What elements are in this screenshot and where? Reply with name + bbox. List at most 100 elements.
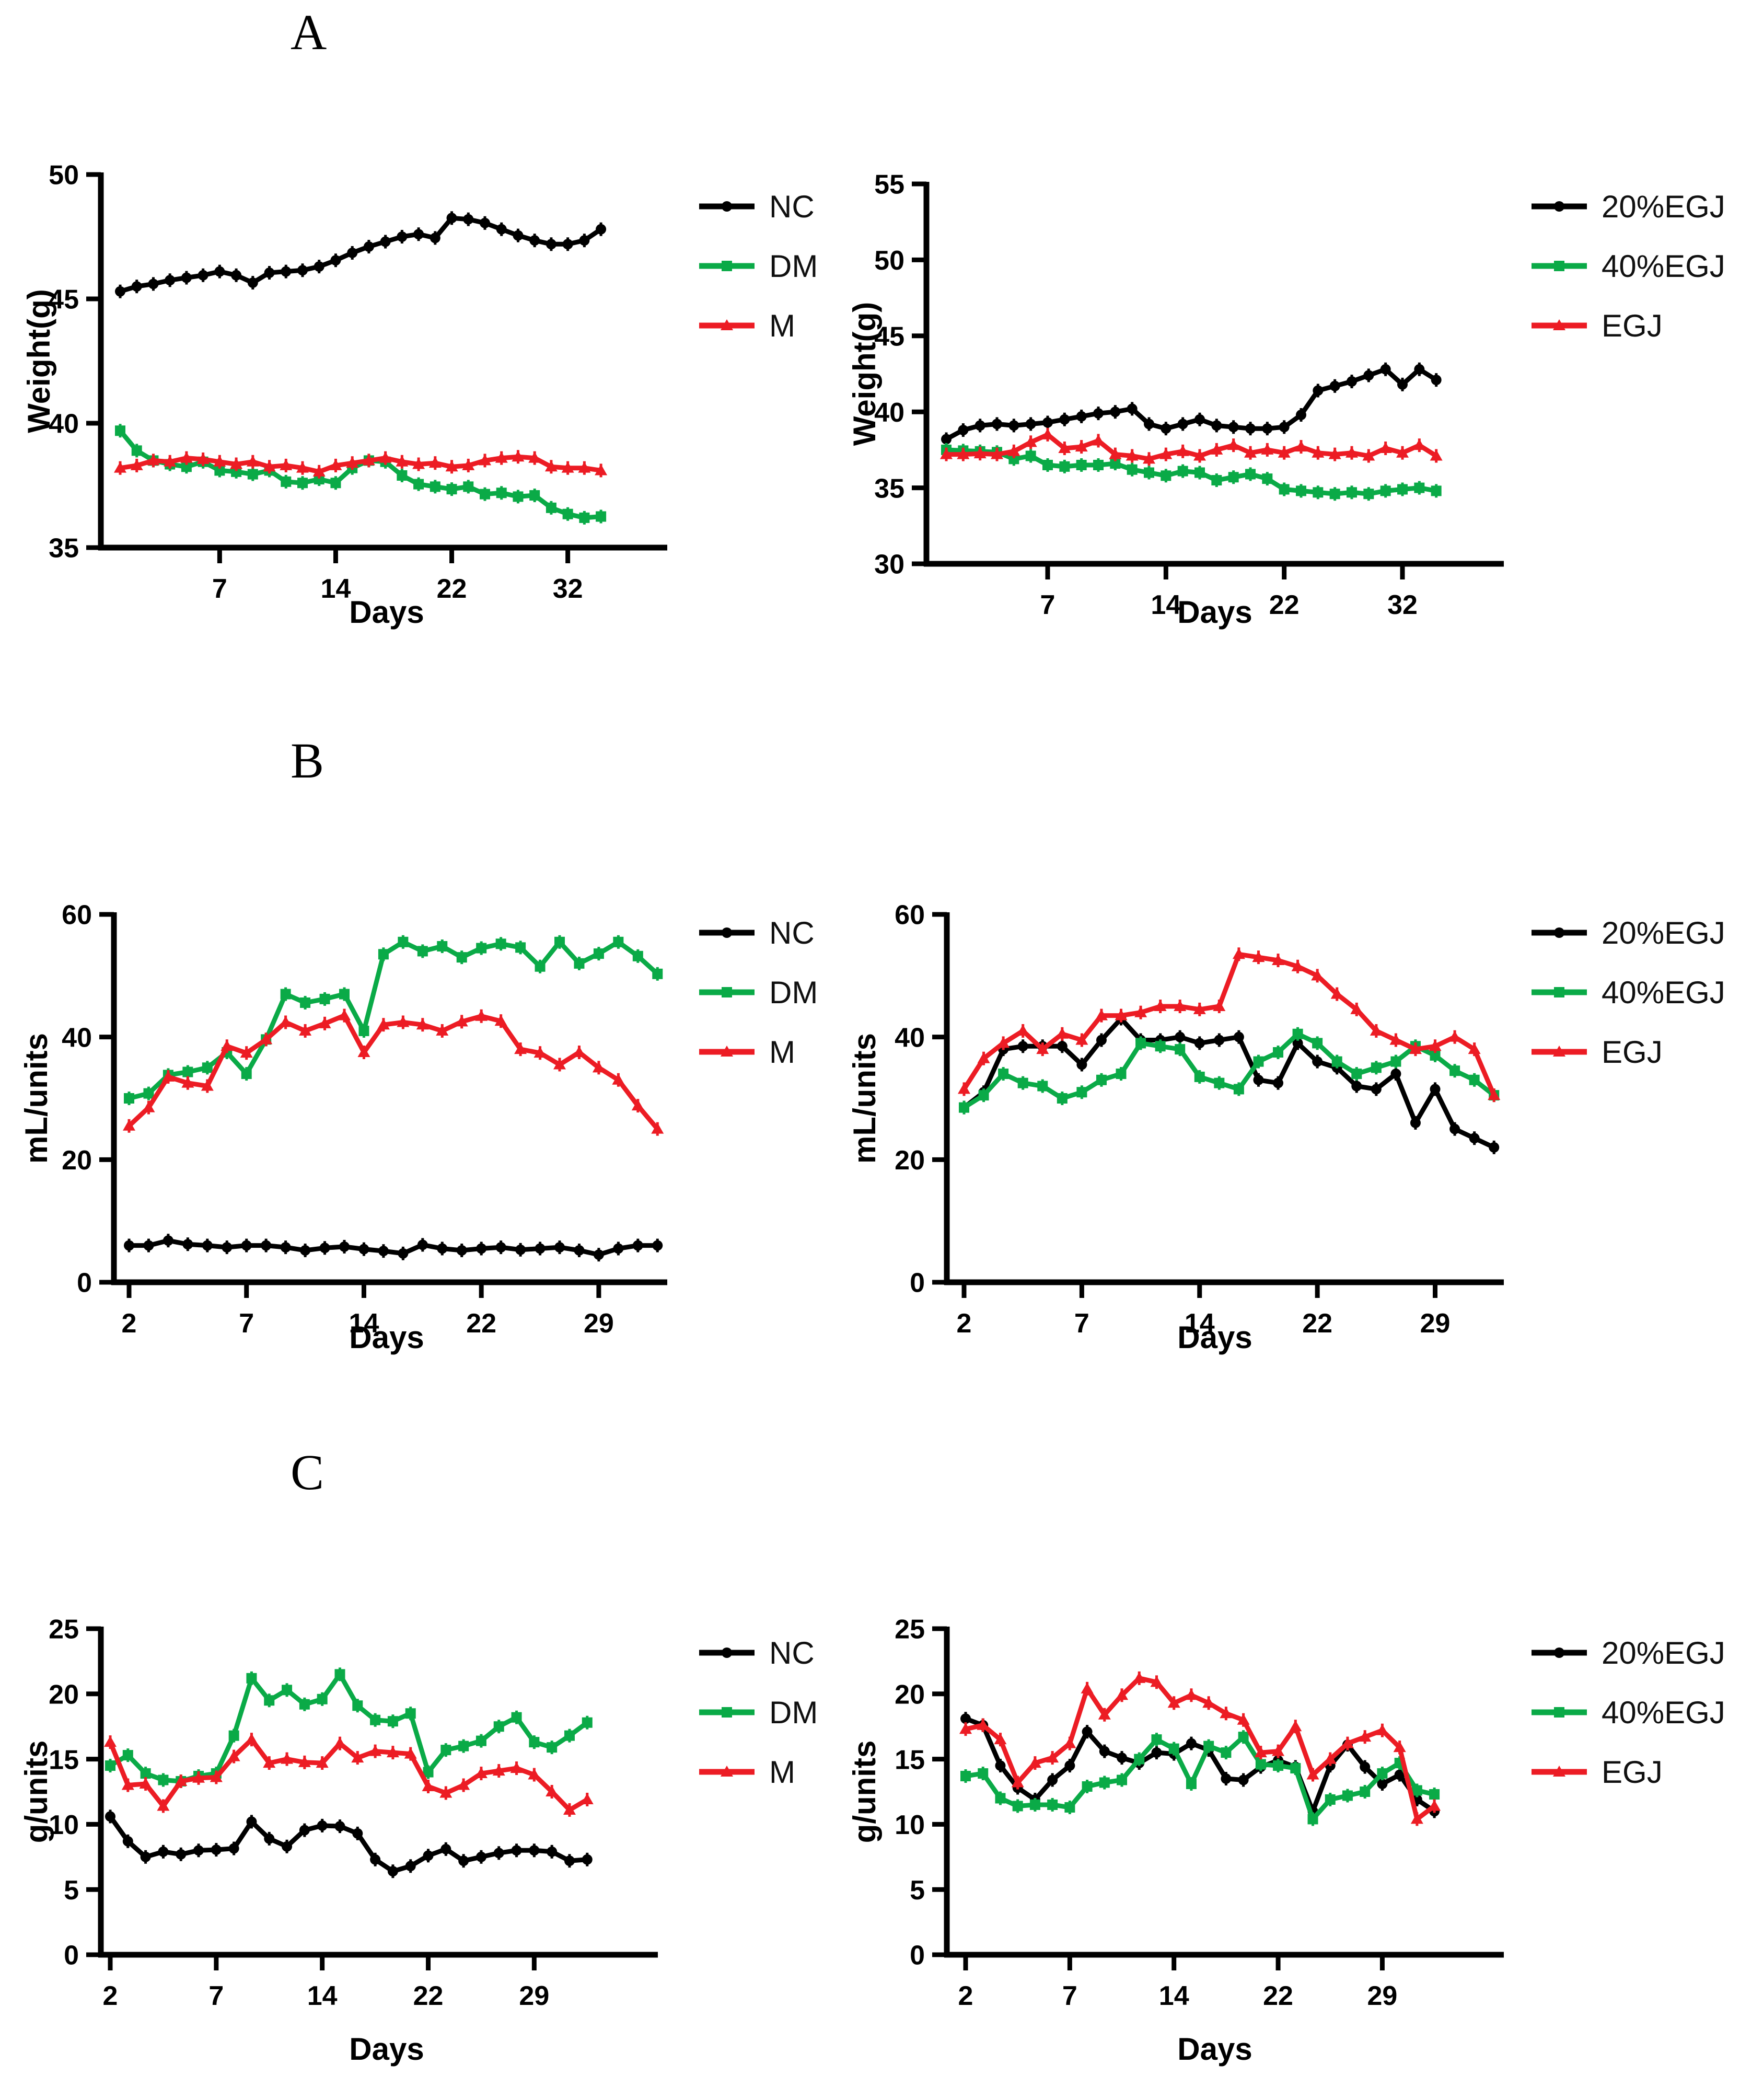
legend-item-dm: DM [698,1690,818,1735]
svg-text:Days: Days [349,595,424,630]
legend-label: 20%EGJ [1602,915,1725,950]
chart-svg: 0 5 10 15 20 25 2 7 14 22 29 Days g/units [19,1615,658,2067]
svg-text:5: 5 [910,1875,925,1906]
series-20%EGJ [941,362,1442,446]
svg-text:Days: Days [1177,2032,1252,2067]
legend-panel-b-right: 20%EGJ 40%EGJ EGJ [1530,910,1725,1089]
panel-label-c: C [291,1444,324,1500]
svg-text:22: 22 [437,574,467,604]
egj20-line-icon [1530,922,1588,943]
svg-text:mL/units: mL/units [19,1033,54,1164]
legend-item-egj: EGJ [1530,1749,1725,1794]
legend-item-m: M [698,1029,818,1074]
svg-text:0: 0 [64,1941,79,1971]
svg-text:25: 25 [895,1615,925,1645]
series-DM [105,1667,593,1789]
svg-text:Days: Days [1177,595,1252,630]
dm-line-icon [698,1702,756,1723]
legend-label: EGJ [1602,1034,1663,1070]
series-EGJ [940,427,1443,466]
svg-text:14: 14 [349,1308,379,1339]
svg-text:0: 0 [910,1268,925,1298]
svg-text:45: 45 [49,285,79,315]
egj-line-icon [1530,315,1588,336]
svg-text:40: 40 [62,1023,92,1053]
panel-label-a: A [291,4,327,60]
svg-text:20: 20 [895,1680,925,1710]
legend-item-40egj: 40%EGJ [1530,243,1725,288]
series-M [114,450,608,479]
svg-text:14: 14 [307,1981,338,2011]
svg-text:50: 50 [49,160,79,191]
legend-label: M [769,308,795,343]
egj40-line-icon [1530,256,1588,276]
legend-panel-a-right: 20%EGJ 40%EGJ EGJ [1530,184,1725,363]
svg-text:15: 15 [895,1745,925,1775]
svg-text:60: 60 [62,900,92,931]
egj-line-icon [1530,1041,1588,1062]
svg-text:0: 0 [77,1268,92,1298]
dm-line-icon [698,256,756,276]
svg-text:40: 40 [895,1023,925,1053]
egj40-line-icon [1530,1702,1588,1723]
svg-text:14: 14 [1185,1308,1215,1339]
svg-text:5: 5 [64,1875,79,1906]
svg-text:0: 0 [910,1941,925,1971]
nc-line-icon [698,196,756,217]
svg-text:45: 45 [874,322,904,352]
svg-text:40: 40 [49,409,79,439]
svg-text:14: 14 [1159,1981,1189,2011]
svg-text:Weight(g): Weight(g) [21,289,56,433]
legend-label: 20%EGJ [1602,1635,1725,1670]
svg-text:14: 14 [1151,590,1181,620]
series-DM [124,935,663,1105]
svg-text:25: 25 [49,1615,79,1645]
series-EGJ [958,947,1501,1103]
series-M [123,1008,664,1136]
svg-text:29: 29 [1367,1981,1397,2011]
legend-item-dm: DM [698,970,818,1015]
legend-item-nc: NC [698,1630,818,1675]
legend-item-20egj: 20%EGJ [1530,184,1725,229]
chart-ml-units-nc-dm-m: 0 20 40 60 2 7 14 22 29 Days mL/units [0,862,846,1387]
legend-item-dm: DM [698,243,818,288]
svg-text:29: 29 [519,1981,549,2011]
legend-panel-b-left: NC DM M [698,910,818,1089]
nc-line-icon [698,1642,756,1663]
svg-text:7: 7 [208,1981,224,2011]
svg-text:60: 60 [895,900,925,931]
series-M [104,1733,594,1817]
legend-label: EGJ [1602,1754,1663,1790]
svg-text:g/units: g/units [847,1741,882,1843]
svg-text:35: 35 [874,473,904,504]
svg-text:29: 29 [1420,1308,1451,1339]
legend-label: DM [769,1695,818,1730]
svg-text:22: 22 [413,1981,444,2011]
series-40%EGJ [941,443,1442,501]
legend-item-nc: NC [698,910,818,955]
svg-text:7: 7 [239,1308,254,1339]
svg-text:22: 22 [1263,1981,1293,2011]
chart-svg: 0 20 40 60 2 7 14 22 29 Days mL/units [847,900,1504,1355]
chart-weight-nc-dm-m: 35 40 45 50 7 14 22 32 Days Weight(g) [0,120,846,682]
svg-text:Days: Days [1177,1320,1252,1355]
chart-g-units-egj-groups: 0 5 10 15 20 25 2 7 14 22 29 Days g/units [846,1588,1740,2100]
svg-text:7: 7 [1062,1981,1077,2011]
chart-svg: 0 5 10 15 20 25 2 7 14 22 29 Days g/units [847,1615,1504,2067]
m-line-icon [698,1041,756,1062]
chart-g-units-nc-dm-m: 0 5 10 15 20 25 2 7 14 22 29 Days g/units [0,1588,846,2100]
svg-text:Days: Days [349,1320,424,1355]
svg-text:2: 2 [122,1308,137,1339]
legend-label: M [769,1034,795,1070]
egj20-line-icon [1530,196,1588,217]
legend-label: 20%EGJ [1602,189,1725,224]
legend-panel-a-left: NC DM M [698,184,818,363]
legend-label: 40%EGJ [1602,248,1725,284]
chart-ml-units-egj-groups: 0 20 40 60 2 7 14 22 29 Days mL/units [846,862,1740,1387]
svg-text:g/units: g/units [19,1741,54,1843]
legend-label: NC [769,189,815,224]
svg-text:Weight(g): Weight(g) [847,302,882,446]
series-DM [115,424,607,525]
egj40-line-icon [1530,982,1588,1003]
svg-text:35: 35 [49,533,79,564]
